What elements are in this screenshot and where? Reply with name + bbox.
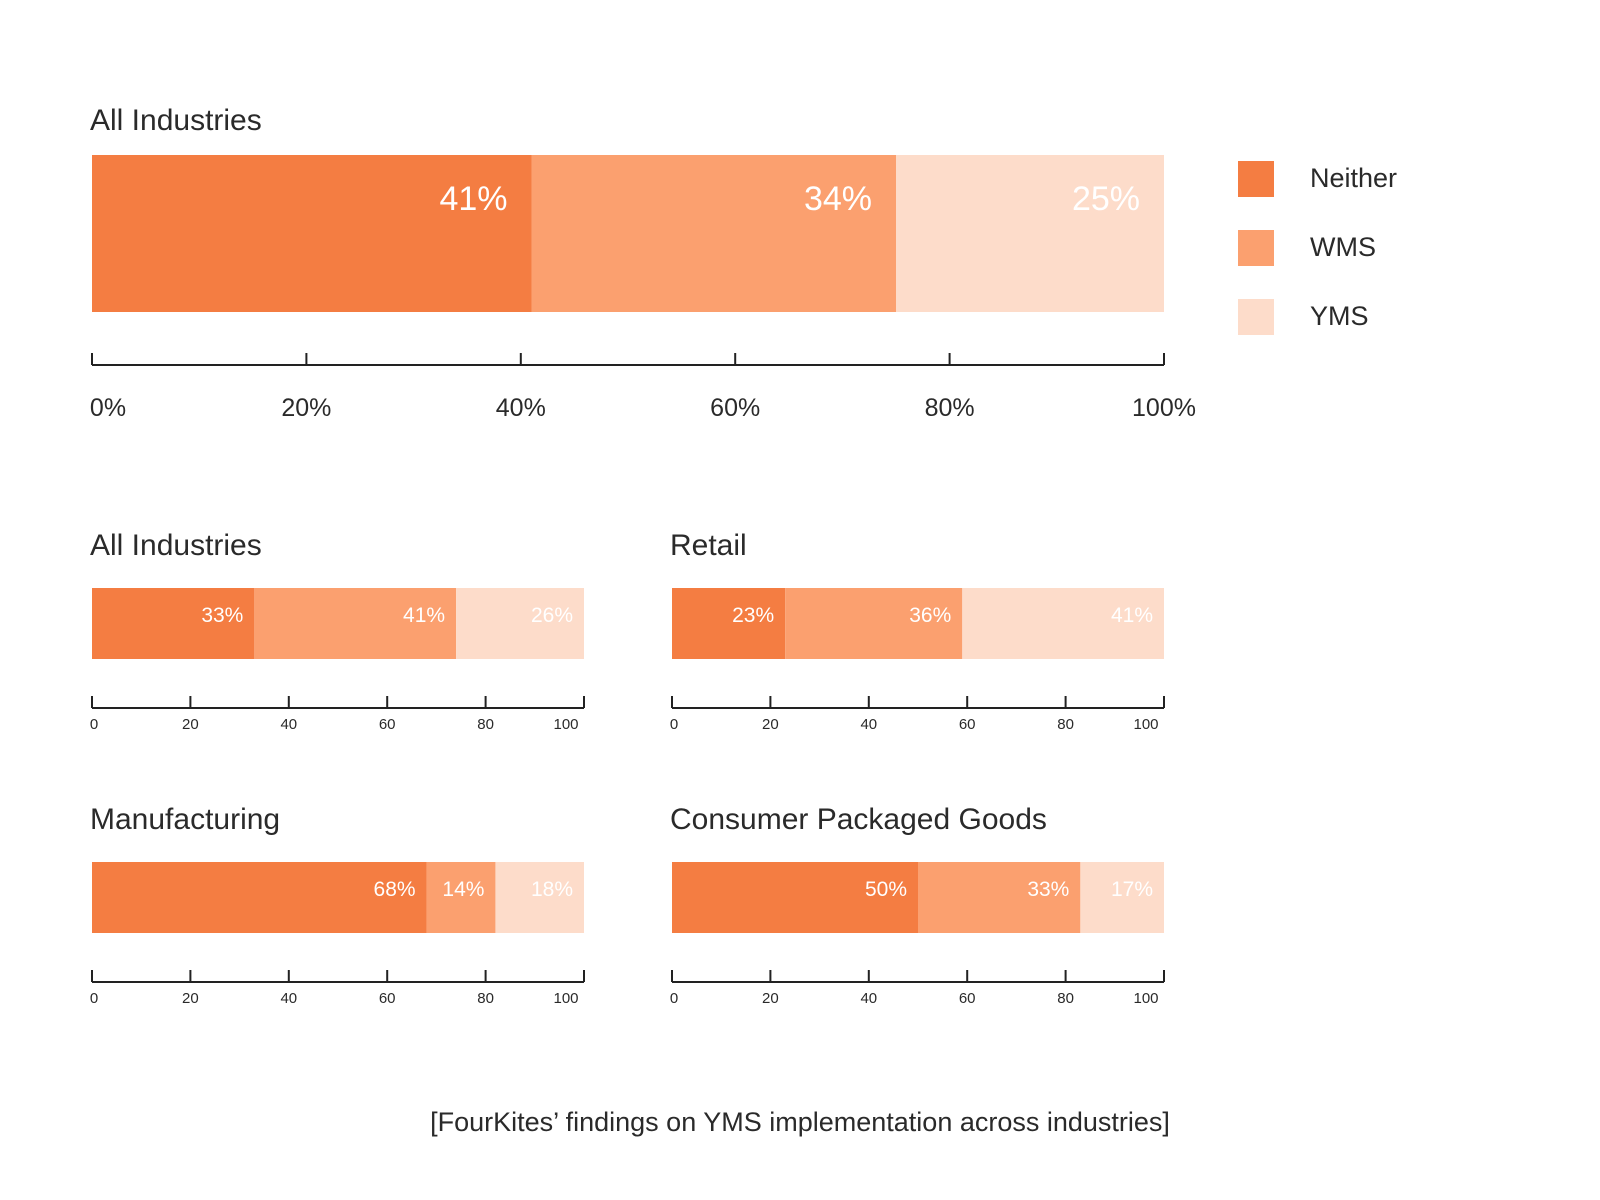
data-label: 41% [439,180,507,218]
x-tick-label: 100% [1132,394,1196,422]
bar-segment-yms [962,588,1164,659]
bar-segment-wms [785,588,963,659]
data-label: 18% [531,878,573,901]
x-tick-label: 20 [762,990,779,1007]
data-label: 33% [1027,878,1069,901]
chart-title: Consumer Packaged Goods [670,803,1047,836]
chart-panel: All Industries 33% 41% 26% 0 20 40 60 80 100 [90,529,585,733]
chart-title: All Industries [90,104,262,137]
x-tick-label: 100 [1133,716,1158,733]
data-label: 50% [865,878,907,901]
legend-item-neither: Neither [1238,161,1397,197]
x-tick-label: 0 [90,990,98,1007]
x-tick-label: 80 [477,716,494,733]
data-label: 34% [804,180,872,218]
x-tick-label: 20 [182,716,199,733]
bar-segment-wms [254,588,457,659]
x-tick-label: 100 [553,716,578,733]
legend-item-yms: YMS [1238,299,1369,335]
data-label: 68% [374,878,416,901]
legend-swatch [1238,161,1274,197]
legend-swatch [1238,299,1274,335]
legend: Neither WMS YMS [1238,161,1397,335]
x-tick-label: 40% [496,394,546,422]
x-tick-label: 60 [379,716,396,733]
data-label: 23% [732,604,774,627]
legend-label: Neither [1310,163,1397,193]
data-label: 33% [201,604,243,627]
x-tick-label: 100 [1133,990,1158,1007]
x-tick-label: 0 [90,716,98,733]
x-tick-label: 60 [379,990,396,1007]
bar-segment-neither [672,588,786,659]
bar-segment-yms [1080,862,1164,933]
data-label: 26% [531,604,573,627]
x-tick-label: 40 [280,990,297,1007]
x-tick-label: 20% [281,394,331,422]
x-tick-label: 40 [860,990,877,1007]
data-label: 25% [1072,180,1140,218]
data-label: 41% [1111,604,1153,627]
bar-segment-wms [918,862,1081,933]
legend-swatch [1238,230,1274,266]
x-tick-label: 80 [1057,716,1074,733]
x-tick-label: 40 [280,716,297,733]
bar-segment-neither [92,155,532,312]
x-tick-label: 0 [670,990,678,1007]
data-label: 41% [403,604,445,627]
chart-title: All Industries [90,529,262,562]
bar-segment-wms [426,862,496,933]
data-label: 17% [1111,878,1153,901]
legend-label: YMS [1310,301,1369,331]
chart-panel: Consumer Packaged Goods 50% 33% 17% 0 20 40 60 8… [670,803,1165,1007]
chart-title: Manufacturing [90,803,280,836]
chart-panel: All Industries 41% 34% 25% 0% 20% 40% 60% 80% 100… [90,104,1196,422]
x-tick-label: 20 [762,716,779,733]
chart-panel: Retail 23% 36% 41% 0 20 40 60 80 100 [670,529,1165,733]
bar-segment-yms [495,862,584,933]
bar-segment-yms [456,588,584,659]
legend-label: WMS [1310,232,1376,262]
bar-segment-neither [92,588,255,659]
chart-title: Retail [670,529,747,562]
legend-item-wms: WMS [1238,230,1376,266]
x-tick-label: 20 [182,990,199,1007]
figure-caption: [FourKites’ findings on YMS implementati… [430,1107,1170,1137]
x-tick-label: 60 [959,716,976,733]
x-tick-label: 80 [477,990,494,1007]
x-tick-label: 80% [925,394,975,422]
x-tick-label: 60% [710,394,760,422]
chart-panel: Manufacturing 68% 14% 18% 0 20 40 60 80 100 [90,803,585,1007]
bar-segment-neither [672,862,918,933]
bar-segment-yms [896,155,1164,312]
x-tick-label: 60 [959,990,976,1007]
x-tick-label: 100 [553,990,578,1007]
x-tick-label: 40 [860,716,877,733]
bar-segment-neither [92,862,427,933]
data-label: 14% [442,878,484,901]
data-label: 36% [909,604,951,627]
x-tick-label: 0% [90,394,126,422]
bar-segment-wms [531,155,896,312]
x-tick-label: 0 [670,716,678,733]
x-tick-label: 80 [1057,990,1074,1007]
